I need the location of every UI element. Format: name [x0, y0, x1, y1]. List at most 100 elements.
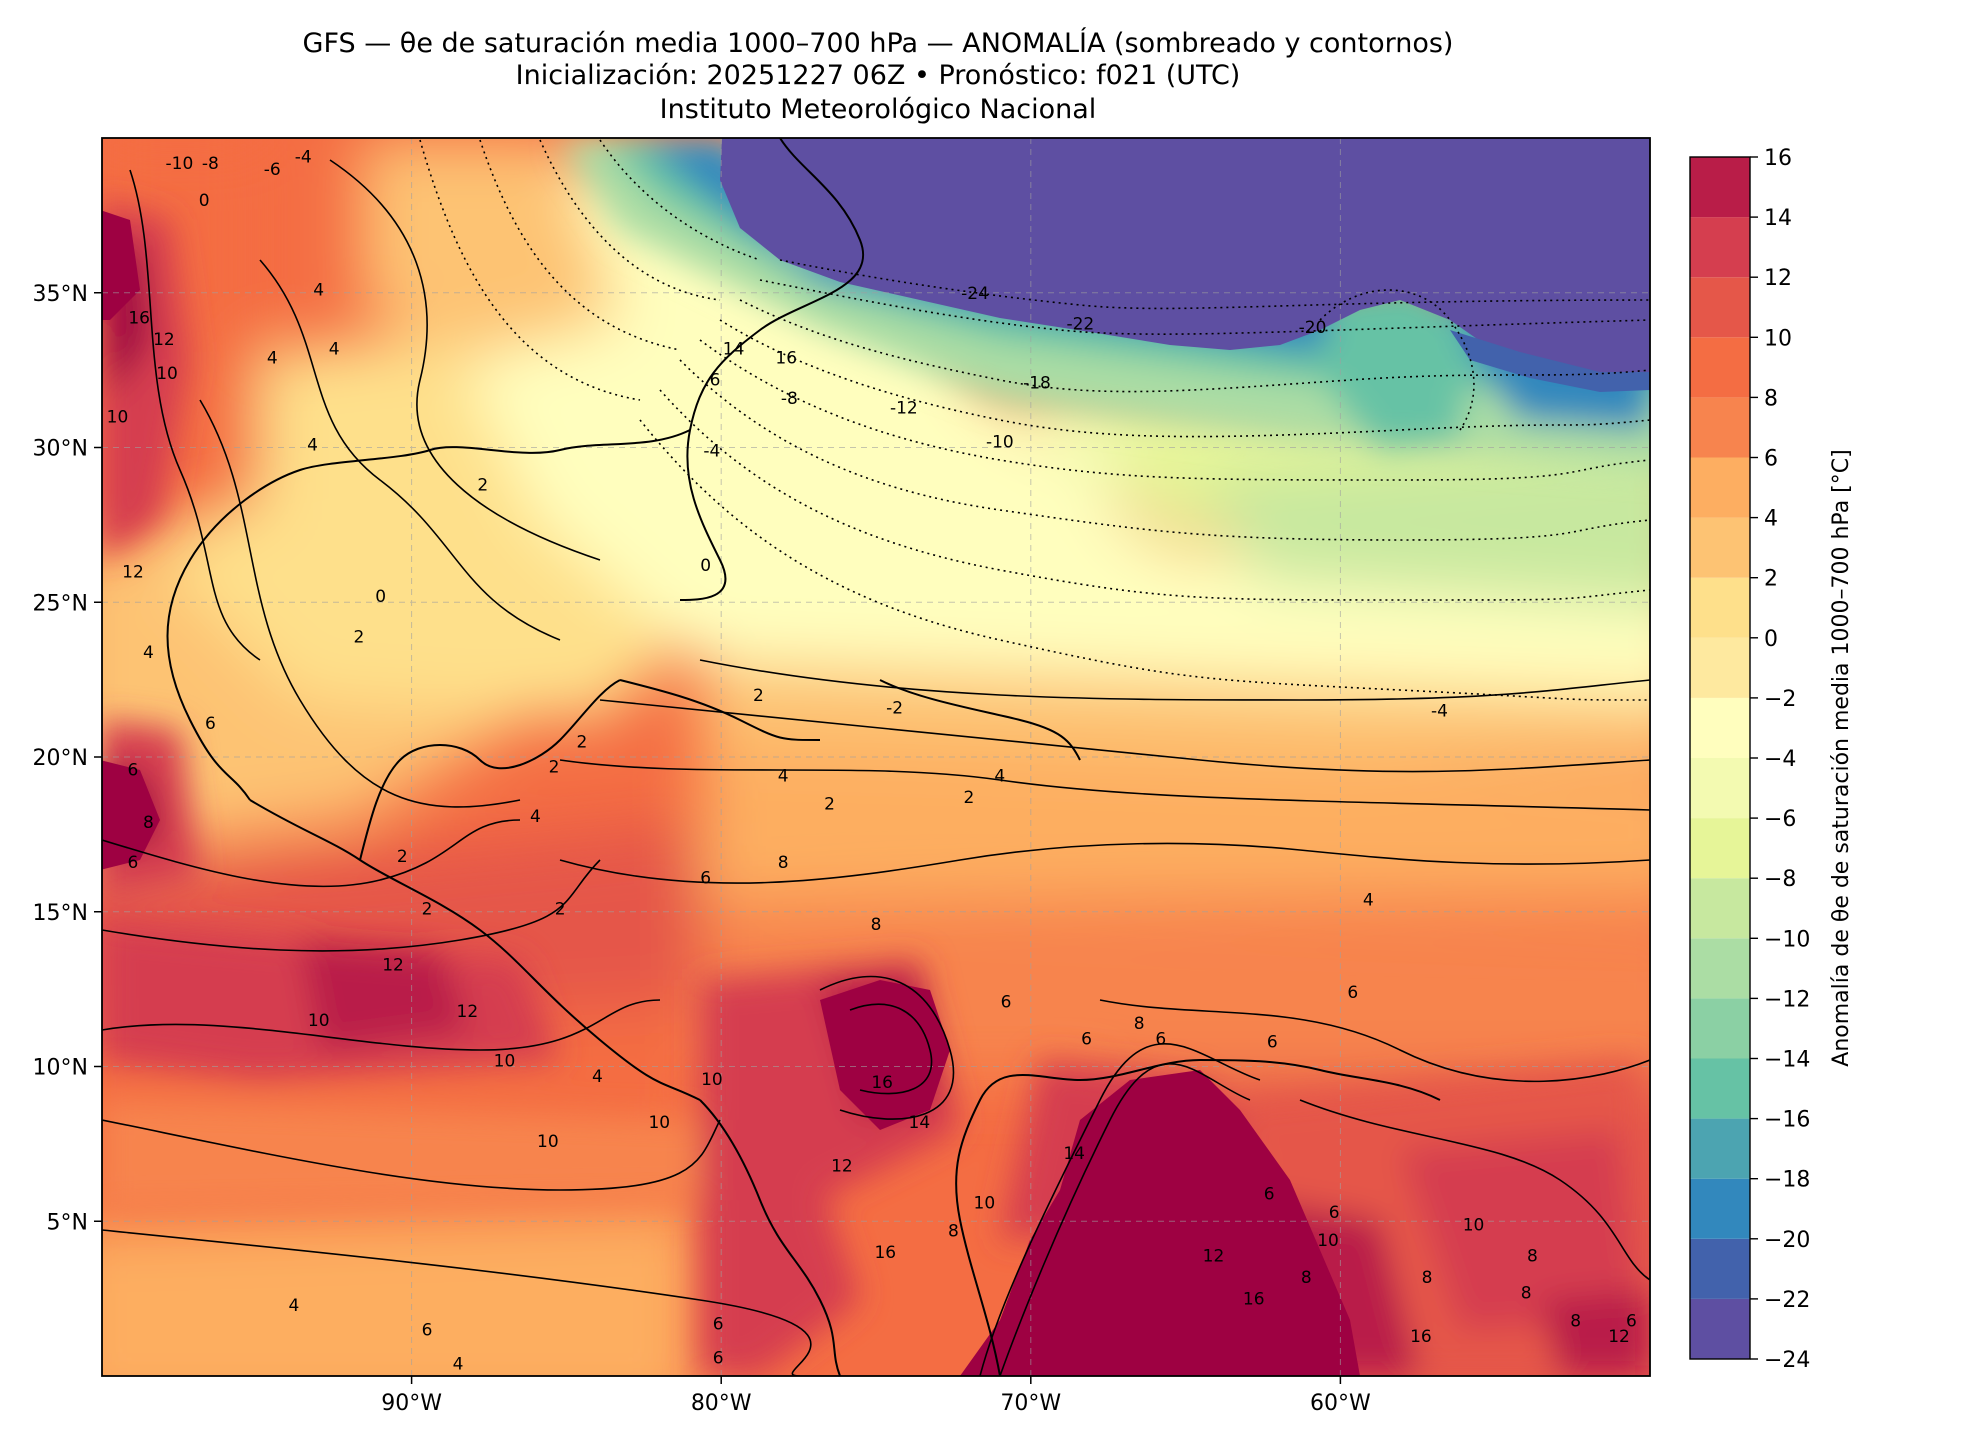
colorbar-ticks: 16 14 12 10 8 6 4 2 0 −2 −4 −6 −8 −10 −12 −14 −16 −18 −20 −…	[1750, 146, 1810, 1373]
contour-label: 8	[778, 853, 789, 873]
colorbar-segment	[1690, 457, 1750, 518]
anomaly-shading	[102, 138, 1650, 1376]
colorbar-tick-label: 0	[1764, 627, 1778, 652]
colorbar-segment	[1690, 577, 1750, 638]
contour-label: 4	[289, 1296, 300, 1316]
contour-label: 6	[1347, 983, 1358, 1003]
gridlines	[102, 138, 1650, 1376]
contour-label: -8	[202, 154, 219, 174]
contour-label: -6	[264, 160, 281, 180]
contour-label: 12	[457, 1002, 479, 1022]
colorbar-tick-label: −14	[1764, 1048, 1810, 1073]
colorbar-tick-label: −8	[1764, 867, 1796, 892]
contour-label: -12	[890, 398, 918, 418]
contour-label: 4	[313, 281, 324, 301]
contour-label: 12	[1608, 1327, 1630, 1347]
lat-tick-label: 35°N	[33, 282, 88, 307]
colorbar-tick-label: −24	[1764, 1348, 1810, 1373]
contour-label: 14	[1063, 1144, 1085, 1164]
colorbar-tick-label: 4	[1764, 507, 1778, 532]
lat-tick-label: 5°N	[47, 1210, 88, 1235]
title-line-3: Instituto Meteorológico Nacional	[659, 94, 1097, 125]
contour-label: 6	[1001, 993, 1012, 1013]
colorbar-tick-label: −18	[1764, 1168, 1810, 1193]
lat-tick-label: 25°N	[33, 591, 88, 616]
contour-label: 8	[1570, 1311, 1581, 1331]
contour-label: 10	[308, 1011, 330, 1031]
colorbar-segment	[1690, 878, 1750, 939]
contour-label: 6	[713, 1314, 724, 1334]
contour-label: 12	[122, 562, 144, 582]
contour-label: -4	[295, 148, 312, 168]
contour-label: 6	[1155, 1030, 1166, 1050]
colorbar-segment	[1690, 217, 1750, 278]
contour-label: 6	[710, 370, 721, 390]
contour-label: 8	[1134, 1014, 1145, 1034]
contour-label: 4	[143, 643, 154, 663]
latitude-ticks: 35°N 30°N 25°N 20°N 15°N 10°N 5°N	[33, 282, 102, 1235]
contour-label: 14	[909, 1113, 931, 1133]
colorbar-tick-label: 10	[1764, 326, 1792, 351]
colorbar-segment	[1690, 1118, 1750, 1179]
lat-tick-label: 15°N	[33, 901, 88, 926]
colorbar-tick-label: 12	[1764, 266, 1792, 291]
contour-label: 12	[1203, 1246, 1225, 1266]
contour-label: 10	[494, 1051, 516, 1071]
colorbar-segment	[1690, 1178, 1750, 1239]
contour-label: 12	[831, 1157, 853, 1177]
colorbar-tick-label: 2	[1764, 567, 1778, 592]
contour-label: -20	[1299, 318, 1327, 338]
contour-label: 8	[871, 915, 882, 935]
contour-label: 6	[128, 853, 139, 873]
contour-label: 14	[723, 339, 745, 359]
contour-label: 8	[1527, 1246, 1538, 1266]
contour-label: 16	[1243, 1290, 1265, 1310]
colorbar-segment	[1690, 818, 1750, 879]
colorbar-segment	[1690, 1238, 1750, 1299]
contour-label: 10	[701, 1070, 723, 1090]
contour-label: 6	[422, 1321, 433, 1341]
title-line-2: Inicialización: 20251227 06Z • Pronóstic…	[515, 60, 1241, 91]
contour-label: -4	[703, 442, 720, 462]
contour-label: 10	[156, 364, 178, 384]
colorbar-tick-label: 16	[1764, 146, 1792, 171]
contour-label: 6	[1626, 1311, 1637, 1331]
contour-label: -2	[886, 698, 903, 718]
contour-label: 16	[775, 349, 797, 369]
contour-label: 4	[453, 1355, 464, 1375]
colorbar-segment	[1690, 277, 1750, 338]
contour-label: 10	[1463, 1215, 1485, 1235]
lon-tick-label: 70°W	[1000, 1391, 1061, 1416]
colorbar-segment	[1690, 337, 1750, 398]
colorbar-segment	[1690, 397, 1750, 458]
coastlines	[166, 138, 1441, 1376]
colorbar-segment	[1690, 157, 1750, 218]
colorbar-label: Anomalía de θe de saturación media 1000–…	[1829, 449, 1854, 1066]
contour-label: 8	[1521, 1283, 1532, 1303]
contour-label: 6	[1264, 1184, 1275, 1204]
contour-label: -8	[781, 389, 798, 409]
colorbar-tick-label: −20	[1764, 1228, 1810, 1253]
contour-label: 6	[205, 714, 216, 734]
colorbar-segment	[1690, 758, 1750, 819]
colorbar-segment	[1690, 1058, 1750, 1119]
colorbar-tick-label: −10	[1764, 927, 1810, 952]
contour-label: 4	[592, 1067, 603, 1087]
colorbar-tick-label: 14	[1764, 206, 1792, 231]
contour-label: -24	[961, 284, 989, 304]
contour-label: 16	[874, 1243, 896, 1263]
longitude-ticks: 90°W 80°W 70°W 60°W	[381, 1376, 1371, 1416]
contour-label: 2	[549, 757, 560, 777]
contour-label: 2	[753, 686, 764, 706]
contour-label: -10	[986, 432, 1014, 452]
contour-label: 12	[153, 330, 175, 350]
contour-label: 10	[648, 1113, 670, 1133]
contour-label: 4	[267, 349, 278, 369]
contour-label: 16	[128, 309, 150, 329]
contour-label: 16	[1410, 1327, 1432, 1347]
colorbar-tick-label: −6	[1764, 807, 1796, 832]
contour-label: 8	[948, 1222, 959, 1242]
colorbar	[1690, 157, 1750, 1359]
